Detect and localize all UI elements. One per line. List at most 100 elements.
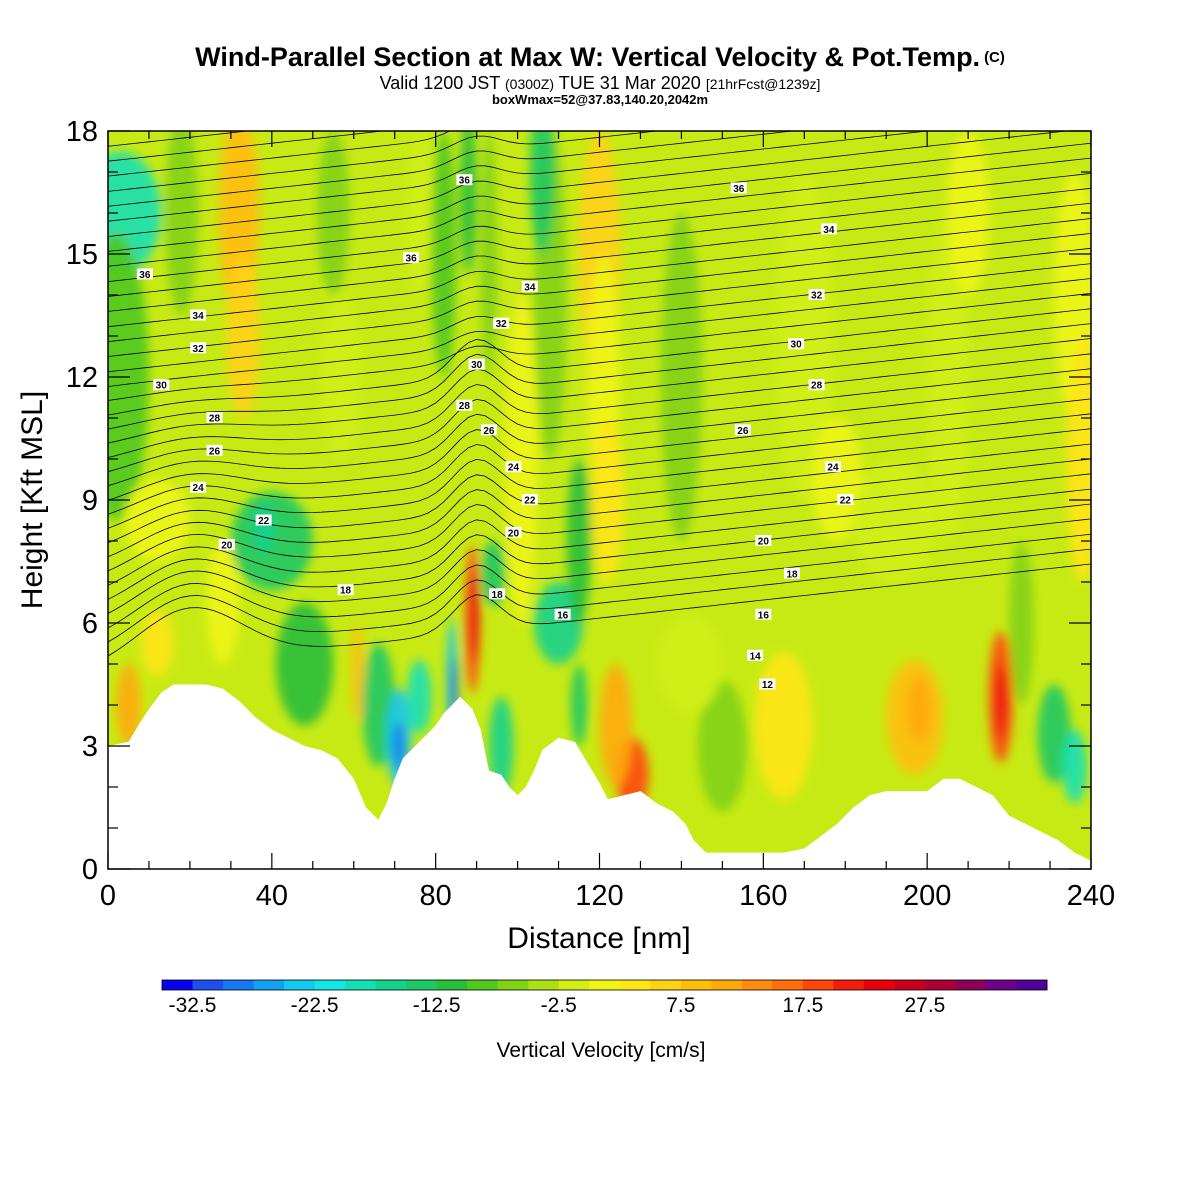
velocity-shade — [1009, 541, 1034, 705]
isentrope-label: 32 — [493, 317, 510, 330]
colorbar-swatch — [497, 980, 529, 990]
velocity-shade — [275, 602, 334, 726]
isentrope-line — [108, 131, 451, 177]
colorbar-swatch — [772, 980, 804, 990]
isentrope-line — [108, 458, 1091, 558]
isentrope-line — [108, 548, 1091, 643]
velocity-shade — [529, 131, 555, 254]
isentrope-label: 34 — [820, 223, 837, 236]
isentrope-label-bg — [206, 412, 223, 423]
valid-zulu: (0300Z) — [505, 76, 555, 92]
isentrope-label-text: 22 — [258, 516, 270, 527]
colorbar-swatch — [223, 980, 255, 990]
velocity-shade — [599, 664, 633, 787]
isentrope-line — [108, 131, 112, 132]
colorbar-label: -32.5 — [169, 994, 217, 1017]
velocity-shade — [320, 295, 362, 459]
colorbar-swatch — [192, 980, 224, 990]
y-tick-label: 9 — [82, 485, 98, 517]
isentrope-label-text: 26 — [483, 426, 495, 437]
velocity-shade — [351, 623, 364, 722]
isentrope-label-text: 34 — [524, 282, 536, 293]
isentrope-label: 36 — [136, 268, 153, 281]
valid-date: TUE 31 Mar 2020 — [558, 73, 701, 93]
isentrope-label-text: 16 — [758, 610, 770, 621]
colorbar-swatch — [680, 980, 712, 990]
isentrope-label-text: 18 — [340, 586, 352, 597]
isentrope-line — [108, 202, 1091, 312]
isentrope-line — [108, 263, 1091, 373]
isentrope-label-bg — [456, 174, 473, 186]
isentrope-label-bg — [755, 608, 772, 620]
colorbar-swatch — [924, 980, 956, 990]
isentrope-line — [108, 533, 1091, 629]
velocity-shade — [406, 659, 432, 734]
isentrope-lines — [108, 131, 1091, 657]
colorbar-swatch — [894, 980, 926, 990]
isentrope-label: 20 — [755, 535, 772, 548]
isentrope-label-text: 20 — [758, 537, 770, 548]
isentrope-label: 14 — [747, 649, 764, 662]
isentrope-label-text: 36 — [733, 184, 745, 195]
x-tick-label: 40 — [256, 880, 288, 912]
isentrope-label-text: 22 — [524, 496, 536, 507]
colorbar-swatch — [558, 980, 590, 990]
isentrope-label: 28 — [456, 399, 473, 412]
isentrope-label-bg — [255, 514, 272, 526]
isentrope-label-bg — [337, 584, 354, 596]
isentrope-label: 28 — [808, 379, 825, 392]
isentrope-label-bg — [788, 338, 805, 350]
velocity-shade — [251, 504, 276, 554]
colorbar-labels: -32.5 -22.5 -12.5 -2.5 7.5 17.5 27.5 — [169, 994, 946, 1017]
plot-area: 36 34 32 30 28 26 24 22 20 18 36 36 34 32 30 28 26 24 22 20… — [108, 131, 1091, 869]
isentrope-line — [108, 218, 1091, 328]
isentrope-label-bg — [755, 535, 772, 546]
y-tick-label: 3 — [82, 731, 98, 763]
isentrope-label-bg — [190, 481, 207, 493]
isentrope-label-text: 30 — [156, 381, 168, 392]
isentrope-label-text: 34 — [823, 225, 835, 236]
isentrope-label-text: 14 — [750, 651, 762, 662]
isentrope-label-bg — [747, 649, 764, 661]
isentrope-label-bg — [837, 494, 854, 505]
colorbar-swatch — [802, 980, 834, 990]
isentrope-label-bg — [734, 424, 751, 436]
velocity-shade — [316, 131, 350, 295]
isentrope-line — [108, 383, 1091, 487]
isentrope-label: 18 — [784, 567, 801, 580]
isentrope-line — [108, 233, 1091, 342]
isentrope-label-bg — [153, 379, 170, 391]
copyright-mark: (C) — [984, 49, 1005, 66]
isentrope-label: 22 — [255, 514, 272, 527]
colorbar-frame — [161, 979, 1048, 991]
y-tick-label: 12 — [66, 362, 98, 394]
axis-ticks — [107, 130, 1092, 870]
isentrope-label-bg — [190, 342, 207, 354]
velocity-shade — [1062, 729, 1087, 804]
isentrope-label-bg — [403, 252, 420, 264]
isentrope-label: 26 — [206, 444, 223, 457]
isentrope-label-bg — [824, 461, 841, 473]
colorbar-swatch — [528, 980, 560, 990]
isentrope-label-text: 30 — [471, 360, 483, 371]
y-tick-label: 0 — [82, 854, 98, 886]
isentrope-line — [108, 398, 1091, 501]
isentrope-label: 30 — [788, 338, 805, 351]
isentrope-label-bg — [136, 268, 153, 280]
isentrope-label: 24 — [505, 461, 522, 474]
isentrope-line — [108, 293, 1091, 401]
velocity-shade — [505, 295, 539, 623]
velocity-shade — [570, 664, 588, 746]
isentrope-label-text: 20 — [221, 541, 233, 552]
isentrope-label: 26 — [734, 424, 751, 437]
isentrope-label: 28 — [206, 412, 223, 425]
isentrope-label: 26 — [480, 424, 497, 437]
colorbar-swatch — [345, 980, 377, 990]
isentrope-label: 34 — [190, 309, 207, 322]
velocity-shade — [775, 172, 833, 500]
isentrope-label: 16 — [755, 608, 772, 621]
isentrope-label-bg — [456, 399, 473, 411]
isentrope-label-bg — [489, 588, 506, 600]
velocity-shade — [533, 582, 584, 664]
isentrope-label-text: 24 — [508, 463, 520, 474]
